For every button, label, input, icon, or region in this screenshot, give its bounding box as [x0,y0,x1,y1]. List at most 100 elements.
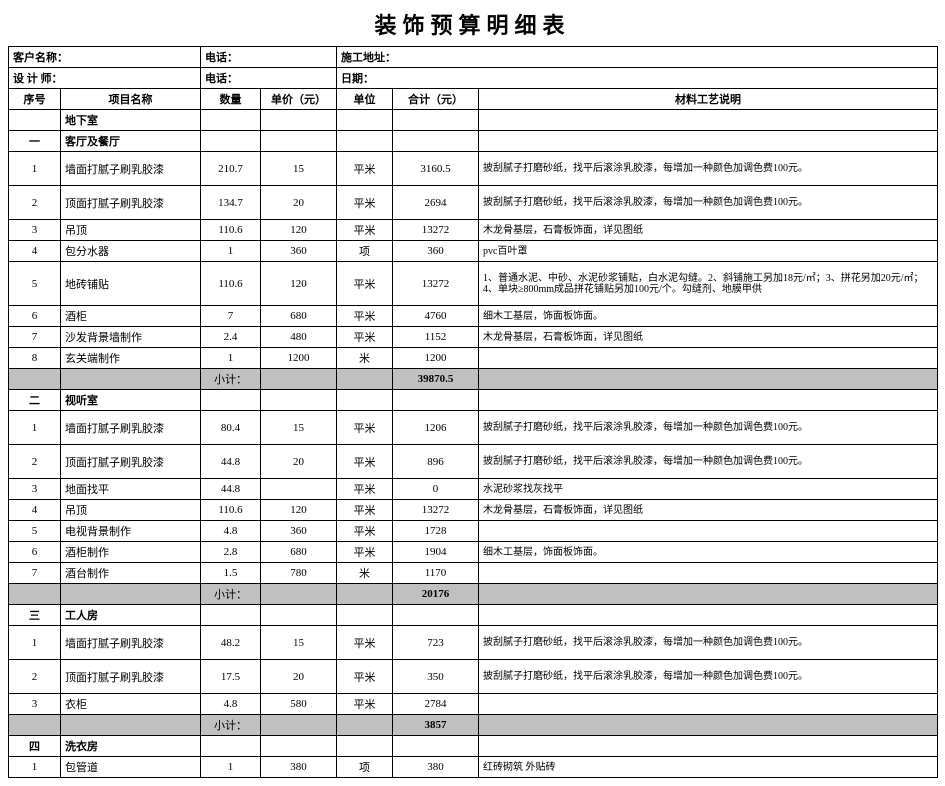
cell-item: 衣柜 [61,694,201,715]
section-name: 工人房 [61,605,201,626]
cell-unit: 平米 [337,660,393,694]
cell-desc: 木龙骨基层，石膏板饰面，详见图纸 [479,327,938,348]
cell-no: 1 [9,411,61,445]
page-title: 装饰预算明细表 [8,8,937,40]
cell-unit: 平米 [337,327,393,348]
cell-desc: 细木工基层，饰面板饰面。 [479,306,938,327]
cell-item: 酒柜制作 [61,542,201,563]
cell-price [261,479,337,500]
cell-desc: 木龙骨基层，石膏板饰面，详见图纸 [479,220,938,241]
cell-unit: 平米 [337,445,393,479]
col-total: 合计（元） [393,89,479,110]
table-row: 3地面找平44.8平米0水泥砂浆找灰找平 [9,479,938,500]
section-idx: 二 [9,390,61,411]
cell-unit: 项 [337,757,393,778]
cell-unit: 平米 [337,306,393,327]
cell-item: 酒柜 [61,306,201,327]
cell-no: 7 [9,563,61,584]
cell-desc [479,694,938,715]
cell-desc: 披刮腻子打磨砂纸，找平后滚涂乳胶漆，每增加一种颜色加调色费100元。 [479,186,938,220]
cell-price: 480 [261,327,337,348]
cell-price: 380 [261,757,337,778]
cell-desc: 披刮腻子打磨砂纸，找平后滚涂乳胶漆，每增加一种颜色加调色费100元。 [479,660,938,694]
cell-total: 13272 [393,262,479,306]
cell-item: 吊顶 [61,220,201,241]
cell-no: 1 [9,757,61,778]
cell-total: 1206 [393,411,479,445]
cell-price: 360 [261,521,337,542]
address-label: 施工地址： [337,47,938,68]
cell-total: 350 [393,660,479,694]
cell-qty: 110.6 [201,262,261,306]
cell-total: 1904 [393,542,479,563]
cell-qty: 44.8 [201,479,261,500]
cell-item: 地面找平 [61,479,201,500]
table-row: 6酒柜制作2.8680平米1904细木工基层，饰面板饰面。 [9,542,938,563]
cell-unit: 平米 [337,152,393,186]
basement-label: 地下室 [61,110,201,131]
cell-no: 1 [9,626,61,660]
section-header: 二视听室 [9,390,938,411]
col-unit: 单位 [337,89,393,110]
designer-label: 设 计 师： [9,68,201,89]
cell-item: 地砖铺贴 [61,262,201,306]
basement-row: 地下室 [9,110,938,131]
subtotal-label: 小计： [201,715,261,736]
cell-no: 2 [9,186,61,220]
cell-price: 680 [261,542,337,563]
cell-price: 120 [261,262,337,306]
cell-price: 120 [261,220,337,241]
cell-total: 2784 [393,694,479,715]
col-no: 序号 [9,89,61,110]
cell-total: 896 [393,445,479,479]
cell-qty: 48.2 [201,626,261,660]
table-row: 5电视背景制作4.8360平米1728 [9,521,938,542]
cell-total: 13272 [393,220,479,241]
cell-price: 680 [261,306,337,327]
cell-total: 380 [393,757,479,778]
cell-qty: 1 [201,241,261,262]
cell-price: 1200 [261,348,337,369]
subtotal-value: 39870.5 [393,369,479,390]
phone-label-1: 电话： [201,47,337,68]
subtotal-row: 小计： 39870.5 [9,369,938,390]
subtotal-label: 小计： [201,584,261,605]
cell-unit: 平米 [337,626,393,660]
cell-price: 780 [261,563,337,584]
cell-total: 2694 [393,186,479,220]
cell-no: 4 [9,500,61,521]
cell-item: 包管道 [61,757,201,778]
table-row: 7酒台制作1.5780米1170 [9,563,938,584]
cell-no: 5 [9,521,61,542]
cell-qty: 1 [201,757,261,778]
cell-unit: 平米 [337,542,393,563]
cell-unit: 平米 [337,694,393,715]
cell-qty: 7 [201,306,261,327]
cell-desc: 水泥砂浆找灰找平 [479,479,938,500]
col-desc: 材料工艺说明 [479,89,938,110]
cell-item: 吊顶 [61,500,201,521]
cell-desc: 披刮腻子打磨砂纸，找平后滚涂乳胶漆，每增加一种颜色加调色费100元。 [479,152,938,186]
cell-unit: 平米 [337,220,393,241]
cell-qty: 134.7 [201,186,261,220]
cell-qty: 4.8 [201,521,261,542]
cell-total: 1152 [393,327,479,348]
table-row: 6酒柜7680平米4760细木工基层，饰面板饰面。 [9,306,938,327]
info-row-2: 设 计 师： 电话： 日期： [9,68,938,89]
table-row: 7沙发背景墙制作2.4480平米1152木龙骨基层，石膏板饰面，详见图纸 [9,327,938,348]
cell-unit: 平米 [337,186,393,220]
cell-desc [479,563,938,584]
cell-qty: 110.6 [201,220,261,241]
cell-no: 6 [9,542,61,563]
cell-unit: 米 [337,348,393,369]
cell-item: 电视背景制作 [61,521,201,542]
cell-qty: 1 [201,348,261,369]
cell-item: 顶面打腻子刷乳胶漆 [61,660,201,694]
subtotal-row: 小计：20176 [9,584,938,605]
cell-total: 0 [393,479,479,500]
cell-no: 5 [9,262,61,306]
table-row: 1包管道1380项380红砖砌筑 外贴砖 [9,757,938,778]
subtotal-row: 小计：3857 [9,715,938,736]
cell-desc: 1、普通水泥、中砂、水泥砂浆铺贴，白水泥勾缝。2、斜铺施工另加18元/㎡；3、拼… [479,262,938,306]
subtotal-label: 小计： [201,369,261,390]
